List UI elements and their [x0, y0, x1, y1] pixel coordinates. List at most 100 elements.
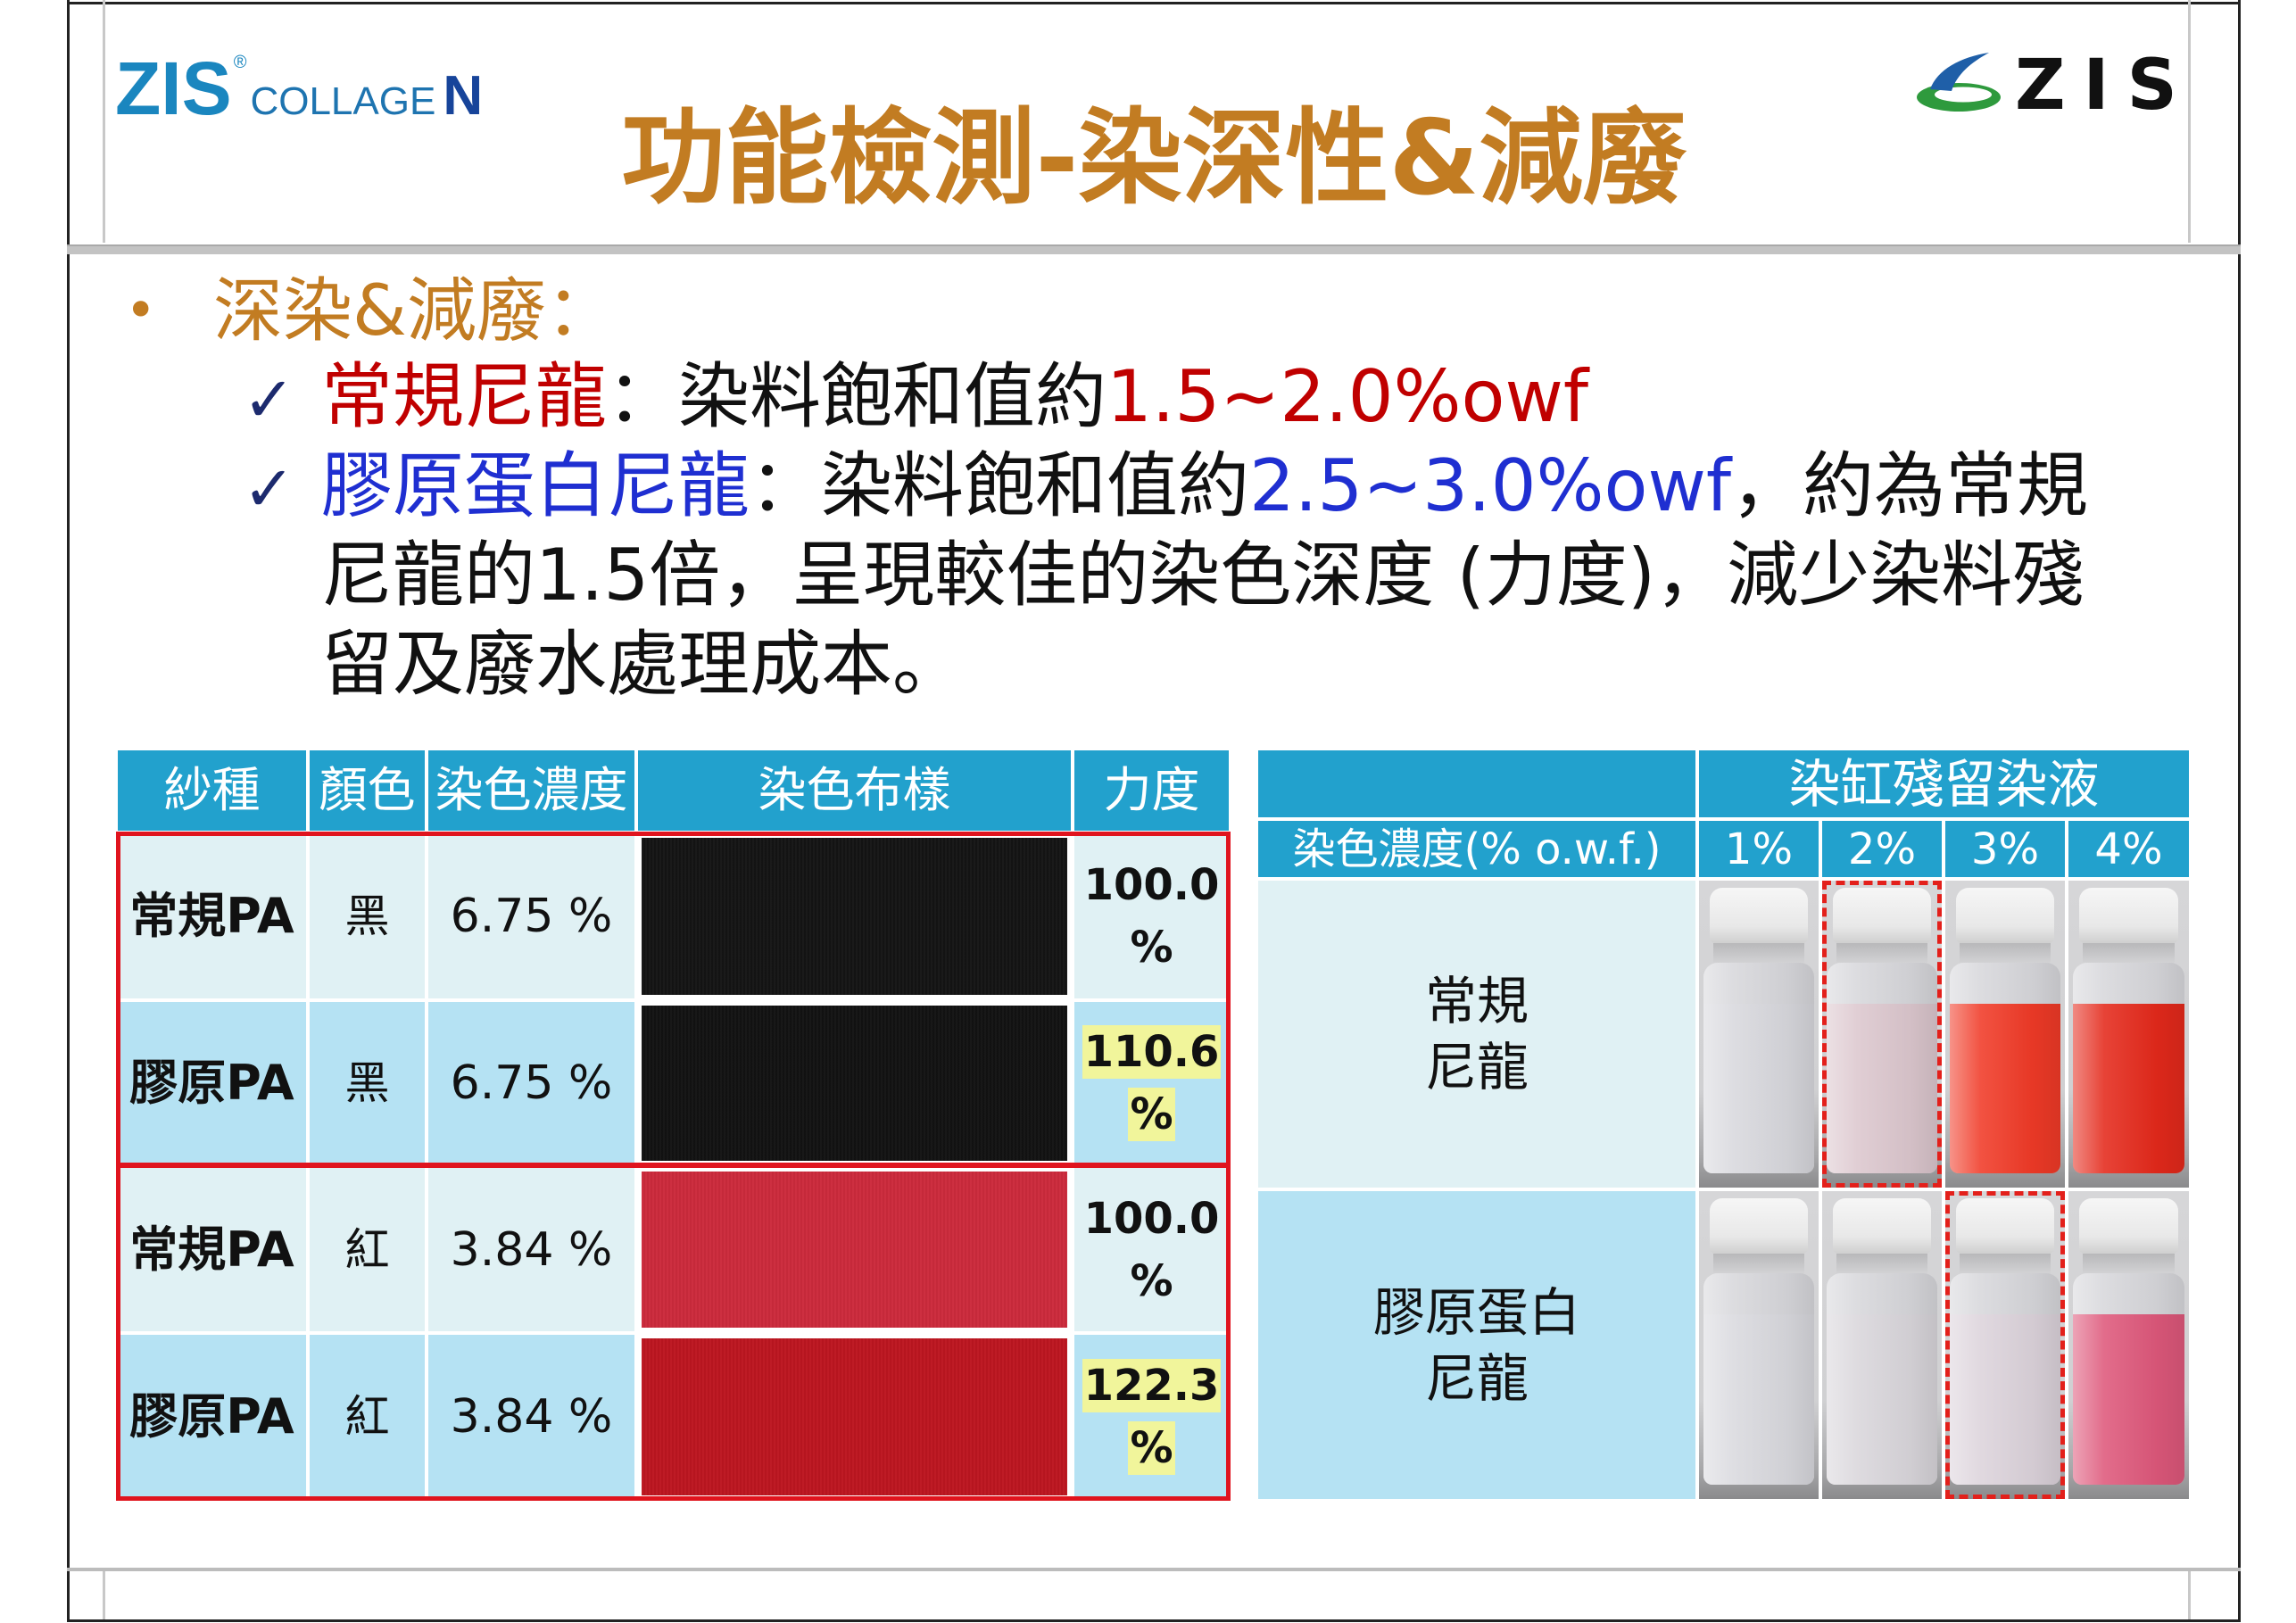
vial-cap: [1956, 888, 2054, 943]
cell-concentration: 6.75 %: [428, 834, 634, 998]
vial-neck: [1713, 1254, 1804, 1273]
strength-value: 100.0: [1083, 1193, 1220, 1244]
zis-logo-text: ZIS: [2015, 46, 2195, 126]
header-color: 顏色: [310, 750, 425, 831]
header-divider-right: [2188, 0, 2191, 243]
point-continuation-line: 留及廢水處理成本。: [321, 623, 964, 706]
cell-concentration: 3.84 %: [428, 1335, 634, 1499]
cell-strength: 100.0 %: [1074, 834, 1229, 998]
vial-neck: [1713, 943, 1804, 963]
logo-product-suffix: N: [443, 65, 484, 127]
frame-bottom-border: [67, 1619, 2241, 1622]
vial-photo: [1822, 881, 1942, 1188]
cell-color: 黑: [310, 834, 425, 998]
bullet-heading: 深染&減廢：: [213, 271, 616, 352]
dye-liquid: [2073, 1004, 2184, 1173]
vial-neck: [1960, 943, 2051, 963]
cell-yarn: 膠原PA: [118, 1002, 306, 1164]
cell-yarn: 常規PA: [118, 834, 306, 998]
row-label-collagen-nylon: 膠原蛋白 尼龍: [1258, 1191, 1695, 1499]
dye-liquid: [1950, 1004, 2060, 1173]
dye-liquid: [1827, 1314, 1937, 1485]
strength-value: 100.0: [1083, 860, 1220, 910]
cell-color: 黑: [310, 1002, 425, 1164]
footer-divider-right: [2188, 1571, 2191, 1619]
slide-title: 功能檢測-染深性&減廢: [621, 98, 1687, 219]
header-residual-liquor: 染缸殘留染液: [1699, 750, 2189, 817]
vial-photo: [1945, 881, 2065, 1188]
checkmark-icon: ✓: [243, 452, 295, 526]
dye-strength-table: 紗種 顏色 染色濃度 染色布樣 力度 常規PA 黑 6.75 % 100.0 %…: [118, 750, 1229, 1499]
point-continuation-line: 尼龍的1.5倍，呈現較佳的染色深度 (力度)，減少染料殘: [321, 534, 2085, 617]
fabric-swatch: [638, 834, 1071, 998]
header-level-4: 4%: [2068, 821, 2189, 877]
cell-strength: 100.0 %: [1074, 1168, 1229, 1331]
point-list: ✓ 常規尼龍：染料飽和值約1.5~2.0%owf ✓ 膠原蛋白尼龍：染料飽和值約2.…: [243, 352, 2188, 709]
fabric-swatch: [638, 1002, 1071, 1164]
footer-rule: [67, 1568, 2241, 1571]
registered-mark: ®: [233, 53, 247, 72]
vial-cap: [1833, 1198, 1931, 1254]
dye-liquid: [1950, 1314, 2060, 1485]
footer-divider-left: [103, 1571, 105, 1619]
header-level-3: 3%: [1945, 821, 2065, 877]
vial-neck: [2083, 1254, 2175, 1273]
row-label-regular-nylon: 常規 尼龍: [1258, 881, 1695, 1188]
dye-liquid: [1703, 1314, 1814, 1485]
cell-color: 紅: [310, 1335, 425, 1499]
point-value: 1.5~2.0%owf: [1107, 355, 1589, 438]
header-strength: 力度: [1074, 750, 1229, 831]
vial-neck: [1836, 1254, 1927, 1273]
strength-unit: %: [1130, 1255, 1173, 1306]
header-divider-left: [103, 0, 105, 243]
header-fabric-sample: 染色布樣: [638, 750, 1071, 831]
header-concentration-owf: 染色濃度(% o.w.f.): [1258, 821, 1695, 877]
strength-unit: %: [1128, 1421, 1175, 1475]
vial-photo: [1945, 1191, 2065, 1499]
vial-body: [1703, 1273, 1814, 1485]
header-level-2: 2%: [1822, 821, 1942, 877]
row-label-line: 尼龍: [1424, 1347, 1529, 1409]
frame-top-border: [67, 2, 2241, 4]
header-rule: [67, 244, 2241, 254]
point-value: 2.5~3.0%owf: [1249, 444, 1732, 527]
header-concentration: 染色濃度: [428, 750, 634, 831]
frame-left-border: [67, 0, 70, 1622]
header-level-1: 1%: [1699, 821, 1819, 877]
point-label: 常規尼龍: [321, 355, 607, 438]
frame-right-border: [2238, 0, 2241, 1622]
cell-yarn: 常規PA: [118, 1168, 306, 1331]
vial-body: [1950, 1273, 2060, 1485]
dye-liquid: [1827, 1004, 1937, 1173]
vial-cap: [1710, 888, 1808, 943]
cell-color: 紅: [310, 1168, 425, 1331]
dye-liquid: [2073, 1314, 2184, 1485]
swirl-emblem-icon: [1917, 53, 2001, 112]
checkmark-icon: ✓: [243, 363, 295, 436]
point-tail: ，約為常規: [1731, 444, 2089, 527]
cell-yarn: 膠原PA: [118, 1335, 306, 1499]
vial-photo: [2068, 881, 2189, 1188]
logo-product-text: COLLAGE: [250, 79, 436, 123]
vial-photo: [1699, 1191, 1819, 1499]
vial-body: [1827, 1273, 1937, 1485]
dye-liquid: [1703, 1004, 1814, 1173]
vial-cap: [2079, 1198, 2178, 1254]
vial-body: [1703, 963, 1814, 1173]
fabric-swatch: [638, 1335, 1071, 1499]
cell-concentration: 3.84 %: [428, 1168, 634, 1331]
point-text: ：染料飽和值約: [607, 355, 1107, 438]
vial-body: [2073, 963, 2184, 1173]
vial-body: [1827, 963, 1937, 1173]
vial-neck: [1836, 943, 1927, 963]
residual-dye-table: 染缸殘留染液 染色濃度(% o.w.f.) 1% 2% 3% 4% 常規 尼龍: [1258, 750, 2189, 1499]
vial-neck: [1960, 1254, 2051, 1273]
strength-value: 110.6: [1082, 1025, 1222, 1079]
vial-photo: [1822, 1191, 1942, 1499]
strength-value: 122.3: [1082, 1359, 1222, 1412]
vial-body: [1950, 963, 2060, 1173]
vial-cap: [2079, 888, 2178, 943]
vial-cap: [1956, 1198, 2054, 1254]
row-label-line: 常規: [1424, 971, 1529, 1031]
